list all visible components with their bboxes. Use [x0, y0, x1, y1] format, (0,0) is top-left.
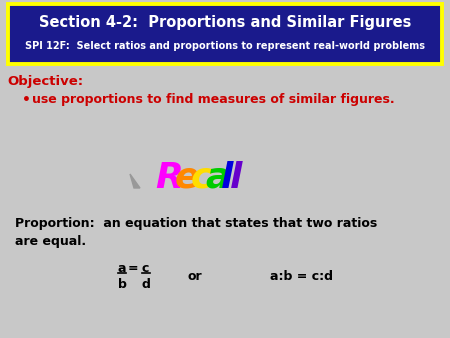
Text: R: R: [155, 161, 183, 195]
Text: •: •: [22, 93, 31, 107]
Text: a: a: [205, 161, 230, 195]
Text: Objective:: Objective:: [7, 75, 83, 89]
Text: a:b = c:d: a:b = c:d: [270, 269, 333, 283]
Text: =: =: [128, 262, 139, 274]
Text: b: b: [118, 277, 127, 290]
FancyBboxPatch shape: [8, 4, 442, 64]
Text: a: a: [118, 262, 126, 274]
Text: l: l: [230, 161, 243, 195]
Text: are equal.: are equal.: [15, 235, 86, 247]
Text: l: l: [221, 161, 234, 195]
Text: Section 4-2:  Proportions and Similar Figures: Section 4-2: Proportions and Similar Fig…: [39, 15, 411, 29]
Text: or: or: [188, 269, 203, 283]
Text: Proportion:  an equation that states that two ratios: Proportion: an equation that states that…: [15, 217, 377, 231]
Text: SPI 12F:  Select ratios and proportions to represent real-world problems: SPI 12F: Select ratios and proportions t…: [25, 41, 425, 51]
Text: e: e: [175, 161, 199, 195]
Text: c: c: [191, 161, 212, 195]
Text: use proportions to find measures of similar figures.: use proportions to find measures of simi…: [32, 94, 395, 106]
Text: c: c: [142, 262, 149, 274]
Text: d: d: [142, 277, 151, 290]
Polygon shape: [130, 174, 140, 188]
